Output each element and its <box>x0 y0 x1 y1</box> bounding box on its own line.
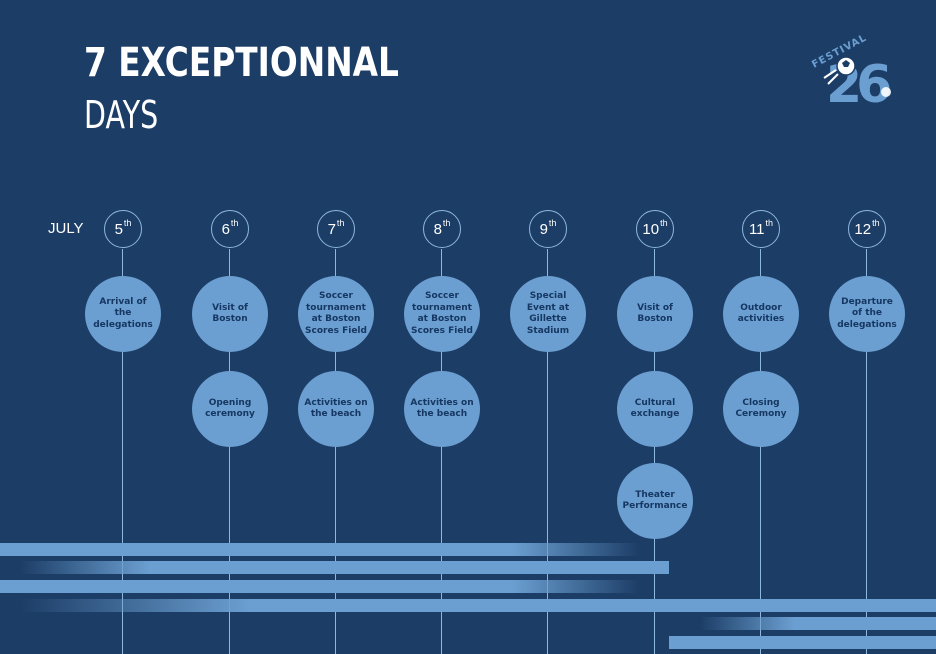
event-circle: Visit of Boston <box>192 276 268 352</box>
timeline-line <box>229 249 230 654</box>
date-suffix: th <box>123 217 132 228</box>
date-number: 6 <box>221 220 230 238</box>
date-suffix: th <box>336 217 345 228</box>
date-number: 7 <box>327 220 336 238</box>
date-number: 9 <box>539 220 548 238</box>
timeline-line <box>866 249 867 654</box>
decorative-stripe <box>20 561 669 574</box>
timeline-line <box>335 249 336 654</box>
event-circle: Soccer tournament at Boston Scores Field <box>404 276 480 352</box>
timeline-line <box>760 249 761 654</box>
decorative-stripe <box>669 636 936 649</box>
date-suffix: th <box>660 217 668 228</box>
decorative-stripe <box>700 617 936 630</box>
date-number: 10 <box>642 220 660 238</box>
event-circle: Cultural exchange <box>617 371 693 447</box>
event-circle: Theater Performance <box>617 463 693 539</box>
date-suffix: th <box>765 217 774 228</box>
decorative-stripe <box>0 543 640 556</box>
festival-logo: FESTIVAL 26 <box>810 32 896 110</box>
event-circle: Opening ceremony <box>192 371 268 447</box>
decorative-stripe <box>0 580 640 593</box>
month-label: JULY <box>48 220 84 237</box>
page-subtitle: DAYS <box>84 93 159 137</box>
date-number: 11 <box>748 220 765 238</box>
svg-text:26: 26 <box>826 55 890 110</box>
date-suffix: th <box>872 217 880 228</box>
timeline-line <box>441 249 442 654</box>
date-number: 5 <box>114 220 123 238</box>
event-circle: Activities on the beach <box>404 371 480 447</box>
event-circle: Outdoor activities <box>723 276 799 352</box>
page-title: 7 EXCEPTIONNAL <box>84 40 399 86</box>
event-circle: Activities on the beach <box>298 371 374 447</box>
timeline-line <box>122 249 123 654</box>
event-circle: Departure of the delegations <box>829 276 905 352</box>
date-suffix: th <box>442 217 451 228</box>
event-circle: Arrival of the delegations <box>85 276 161 352</box>
event-circle: Special Event at Gillette Stadium <box>510 276 586 352</box>
decorative-stripe <box>20 599 936 612</box>
event-circle: Closing Ceremony <box>723 371 799 447</box>
timeline-line <box>654 249 655 654</box>
date-number: 12 <box>854 220 872 238</box>
timeline-line <box>547 249 548 654</box>
date-suffix: th <box>548 217 557 228</box>
date-suffix: th <box>230 217 239 228</box>
event-circle: Soccer tournament at Boston Scores Field <box>298 276 374 352</box>
date-number: 8 <box>433 220 442 238</box>
event-circle: Visit of Boston <box>617 276 693 352</box>
